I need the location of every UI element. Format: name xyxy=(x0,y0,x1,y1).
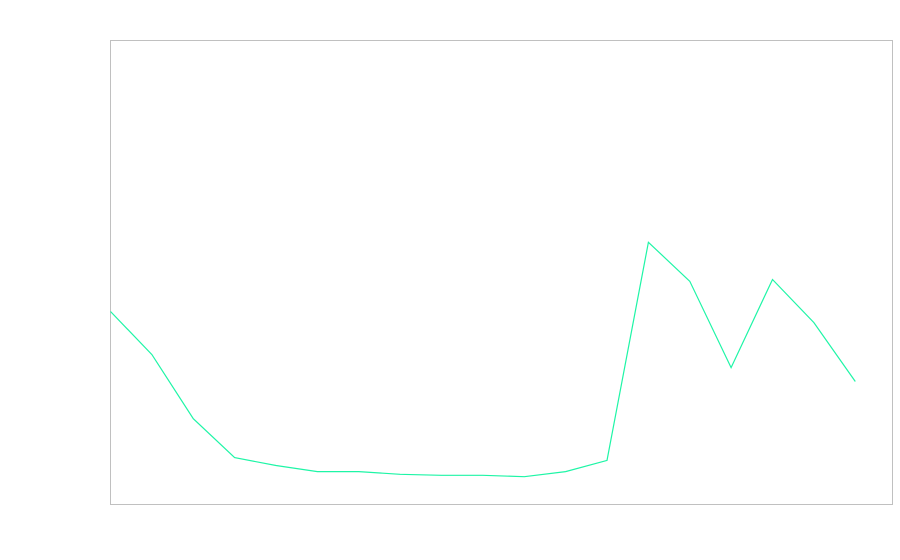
plot-frame xyxy=(110,40,893,505)
series-layer xyxy=(110,241,856,478)
series-line-0 xyxy=(110,241,856,478)
